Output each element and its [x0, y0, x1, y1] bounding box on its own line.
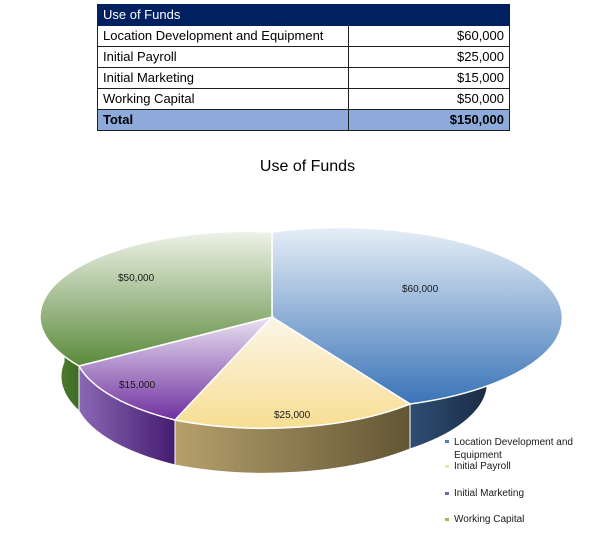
label-payroll: $25,000: [274, 410, 311, 421]
label-location: $60,000: [402, 284, 439, 295]
pie-slice-initial-payroll[interactable]: [173, 316, 412, 430]
pie-slice-initial-marketing[interactable]: [77, 315, 275, 421]
chart-title: Use of Funds: [259, 158, 356, 175]
total-label: Total: [97, 109, 349, 131]
label-marketing: $15,000: [119, 380, 156, 391]
row-label: Location Development and Equipment: [97, 25, 349, 47]
row-label: Working Capital: [97, 88, 349, 110]
legend-item-location: Location Development and Equipment: [445, 436, 594, 462]
legend-label: Initial Payroll: [454, 461, 511, 472]
row-label: Initial Marketing: [97, 67, 349, 89]
use-of-funds-table: Use of Funds Location Development and Eq…: [97, 4, 510, 131]
legend-item-marketing: Initial Marketing: [445, 488, 524, 499]
legend-swatch-icon: [445, 465, 449, 468]
table-total-row: Total $150,000: [97, 109, 510, 131]
legend-swatch-icon: [445, 439, 449, 443]
table-row: Working Capital $50,000: [97, 88, 510, 110]
pie-slice-location-development[interactable]: [271, 226, 564, 405]
pie-slice-working-capital[interactable]: [39, 230, 273, 367]
table-header-row: Use of Funds: [97, 4, 510, 26]
legend-item-payroll: Initial Payroll: [445, 461, 511, 472]
legend-label: Working Capital: [454, 514, 525, 525]
legend-swatch-icon: [445, 492, 449, 495]
legend-label: Location Development and Equipment: [454, 437, 573, 461]
legend-label: Initial Marketing: [454, 488, 525, 499]
legend-swatch-icon: [445, 518, 449, 521]
table-row: Location Development and Equipment $60,0…: [97, 25, 510, 47]
total-amount: $150,000: [348, 109, 510, 131]
table-header: Use of Funds: [97, 4, 510, 26]
legend-item-working-capital: Working Capital: [445, 514, 524, 525]
label-working-capital: $50,000: [118, 273, 155, 284]
